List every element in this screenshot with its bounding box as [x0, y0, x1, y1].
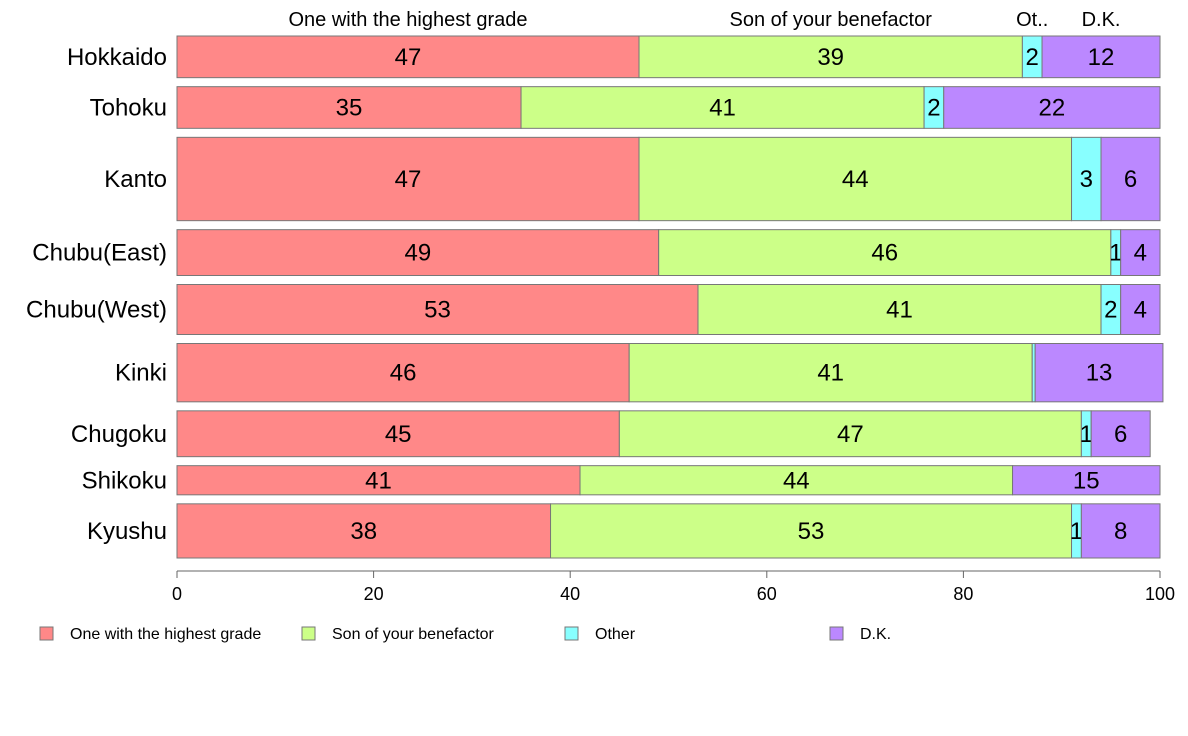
x-axis: 0 20 40 60 80 100	[172, 570, 1175, 604]
category-labels: Hokkaido Tohoku Kanto Chubu(East) Chubu(West…	[26, 44, 167, 545]
category-label: Kanto	[104, 166, 167, 193]
data-label: 15	[1073, 467, 1100, 494]
x-tick-label: 60	[757, 584, 777, 604]
data-label: 45	[385, 421, 412, 448]
bar-segment-chubu-west--s0	[176, 284, 699, 335]
category-label: Chugoku	[71, 421, 167, 448]
data-label: 44	[783, 467, 810, 494]
bar-segment-hokkaido-s3	[1041, 35, 1161, 79]
bar-segment-chubu-east--s0	[176, 229, 660, 277]
data-label: 2	[927, 95, 940, 122]
data-label: 47	[395, 166, 422, 193]
data-label: 46	[871, 240, 898, 267]
data-label: 47	[395, 44, 422, 71]
data-label: 46	[390, 360, 417, 387]
x-tick-label: 40	[560, 584, 580, 604]
data-label: 41	[365, 467, 392, 494]
bar-segment-tohoku-s3	[943, 86, 1161, 129]
bar-segment-hokkaido-s0	[176, 35, 640, 79]
series-header-labels: One with the highest grade Son of your be…	[288, 9, 1120, 31]
data-label: 41	[709, 95, 736, 122]
data-label: 38	[350, 518, 377, 545]
legend-swatch	[301, 626, 316, 641]
data-label: 3	[1080, 166, 1093, 193]
bar-segment-chubu-east--s3	[1120, 229, 1161, 277]
data-label: 2	[1104, 297, 1117, 324]
x-tick-label: 100	[1145, 584, 1175, 604]
category-label: Kinki	[115, 360, 167, 387]
data-label: 12	[1088, 44, 1115, 71]
series-header-label: D.K.	[1082, 9, 1121, 31]
legend-label: One with the highest grade	[70, 626, 261, 643]
data-label: 6	[1124, 166, 1137, 193]
bar-segment-kanto-s0	[176, 136, 640, 222]
data-label: 44	[842, 166, 869, 193]
category-label: Chubu(East)	[32, 240, 167, 267]
category-label: Kyushu	[87, 518, 167, 545]
data-label: 2	[1026, 44, 1039, 71]
data-label: 53	[798, 518, 825, 545]
bar-segment-shikoku-s3	[1012, 465, 1161, 496]
bar-segment-tohoku-s0	[176, 86, 522, 129]
data-label: 4	[1134, 297, 1147, 324]
legend-label: D.K.	[860, 626, 891, 643]
data-label: 41	[886, 297, 913, 324]
bar-segment-chubu-west--s3	[1120, 284, 1161, 335]
data-label: 1	[1109, 240, 1122, 267]
legend-label: Other	[595, 626, 636, 643]
data-label: 49	[404, 240, 431, 267]
bar-segment-chubu-west--s1	[697, 284, 1102, 335]
legend-swatch	[829, 626, 844, 641]
bar-segment-chugoku-s1	[618, 410, 1082, 458]
data-label: 41	[817, 360, 844, 387]
data-label: 35	[336, 95, 363, 122]
data-label: 1	[1080, 421, 1093, 448]
bar-segment-kanto-s3	[1100, 136, 1161, 222]
bar-segment-kanto-s2	[1071, 136, 1102, 222]
data-label: 6	[1114, 421, 1127, 448]
legend-label: Son of your benefactor	[332, 626, 495, 643]
x-tick-label: 0	[172, 584, 182, 604]
category-label: Shikoku	[82, 467, 167, 494]
x-tick-label: 20	[364, 584, 384, 604]
bar-segment-shikoku-s1	[579, 465, 1014, 496]
data-label: 1	[1070, 518, 1083, 545]
bar-segment-kinki-s0	[176, 343, 630, 403]
category-label: Chubu(West)	[26, 297, 167, 324]
bar-segment-kyushu-s3	[1080, 503, 1161, 559]
data-label: 4	[1134, 240, 1147, 267]
data-label: 39	[817, 44, 844, 71]
bar-segment-kinki-s3	[1034, 343, 1164, 403]
data-label: 53	[424, 297, 451, 324]
series-header-label: Ot..	[1016, 9, 1048, 31]
data-label: 8	[1114, 518, 1127, 545]
bar-segment-chugoku-s3	[1090, 410, 1151, 458]
bar-segment-tohoku-s1	[520, 86, 925, 129]
legend-swatch	[39, 626, 54, 641]
series-header-label: One with the highest grade	[288, 9, 527, 31]
bar-segment-chubu-east--s1	[658, 229, 1112, 277]
data-label: 47	[837, 421, 864, 448]
category-label: Tohoku	[90, 95, 167, 122]
bar-segment-hokkaido-s1	[638, 35, 1023, 79]
x-tick-label: 80	[953, 584, 973, 604]
category-label: Hokkaido	[67, 44, 167, 71]
legend-swatch	[564, 626, 579, 641]
legend: One with the highest grade Son of your be…	[39, 626, 891, 643]
bar-segment-shikoku-s0	[176, 465, 581, 496]
data-label: 22	[1039, 95, 1066, 122]
bar-segment-chugoku-s0	[176, 410, 620, 458]
bar-segment-kyushu-s1	[550, 503, 1073, 559]
bar-segment-kanto-s1	[638, 136, 1073, 222]
data-label: 13	[1086, 360, 1113, 387]
series-header-label: Son of your benefactor	[730, 9, 933, 31]
bar-segment-kinki-s1	[628, 343, 1033, 403]
